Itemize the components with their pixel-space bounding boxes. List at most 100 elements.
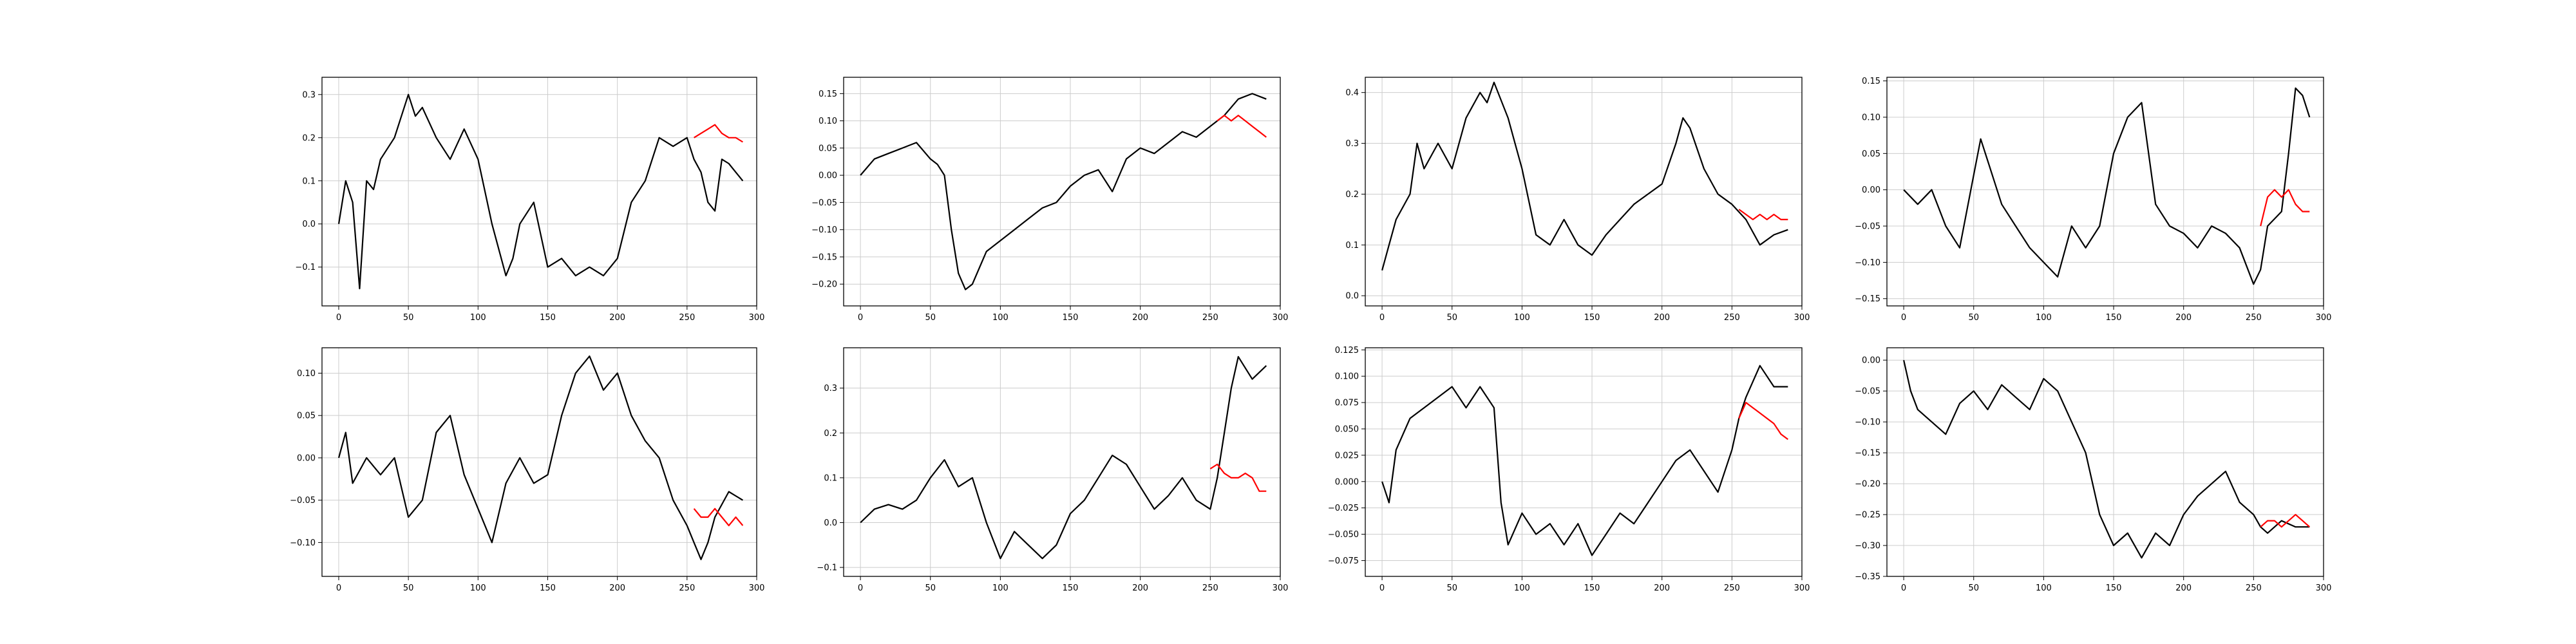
series-line-red: [1738, 401, 1788, 440]
y-tick-label: −0.10: [290, 538, 316, 548]
x-tick-label: 300: [749, 313, 765, 323]
y-tick-label: −0.05: [1855, 222, 1880, 232]
y-tick-label: 0.0: [1345, 292, 1359, 301]
x-tick-label: 100: [992, 313, 1009, 323]
series-line-red: [2260, 189, 2310, 227]
x-tick-label: 250: [2246, 583, 2262, 593]
y-tick-label: −0.050: [1328, 530, 1359, 540]
y-tick-label: 0.10: [819, 117, 837, 126]
series-line-red: [694, 124, 743, 143]
y-tick-label: 0.3: [824, 384, 837, 393]
chart-panel-1: 0 50 100 150 200 250 300 −0.1 0.0 0.1 0.2 0.3: [295, 77, 764, 323]
series-line-black: [860, 93, 1267, 290]
chart-panel-6: 0 50 100 150 200 250 300 −0.1 0.0 0.1 0.2 0.3: [817, 347, 1289, 593]
axes-frame: [321, 347, 757, 577]
y-tick-label: 0.4: [1345, 88, 1359, 98]
y-tick-label: 0.15: [1862, 77, 1880, 86]
axes-frame: [321, 77, 757, 307]
y-tick-label: −0.05: [811, 198, 837, 208]
x-tick-label: 200: [2175, 313, 2192, 323]
x-tick-label: 50: [1446, 583, 1457, 593]
series-line-red: [1217, 115, 1267, 138]
x-tick-label: 0: [858, 313, 863, 323]
y-tick-label: 0.00: [297, 453, 316, 463]
chart-panel-7: 0 50 100 150 200 250 300 −0.075 −0.050 −0.025 0.00…: [1328, 346, 1810, 593]
x-tick-label: 250: [679, 313, 695, 323]
x-tick-label: 0: [336, 583, 341, 593]
x-tick-label: 150: [2106, 583, 2122, 593]
y-tick-label: 0.05: [297, 412, 316, 421]
series-line-black: [860, 355, 1267, 560]
x-tick-label: 150: [540, 583, 556, 593]
x-tick-label: 200: [609, 313, 625, 323]
chart-panel-8: 0 50 100 150 200 250 300 −0.35 −0.30 −0.25 −0.20 −0…: [1855, 347, 2331, 593]
x-tick-label: 300: [2316, 313, 2332, 323]
axes-frame: [1886, 347, 2324, 577]
x-tick-label: 250: [1202, 583, 1218, 593]
x-tick-label: 50: [925, 583, 936, 593]
y-tick-label: 0.125: [1335, 346, 1359, 355]
y-tick-label: −0.30: [1855, 542, 1880, 551]
x-tick-label: 0: [1379, 313, 1385, 323]
chart-panel-3: 0 50 100 150 200 250 300 0.0 0.1 0.2 0.3 0.4: [1345, 77, 1810, 323]
y-tick-label: −0.1: [817, 564, 837, 573]
series-line-black: [337, 93, 744, 290]
x-tick-label: 100: [992, 583, 1009, 593]
chart-panel-2: 0 50 100 150 200 250 300 −0.20 −0.15 −0.10 −0.05 0.…: [811, 77, 1288, 323]
axes-frame: [1886, 77, 2324, 307]
y-tick-label: −0.25: [1855, 511, 1880, 520]
x-tick-label: 50: [1968, 583, 1979, 593]
x-tick-label: 200: [1132, 583, 1148, 593]
series-line-red: [1738, 209, 1788, 220]
x-tick-label: 250: [1724, 583, 1740, 593]
x-tick-label: 50: [1968, 313, 1979, 323]
x-tick-label: 200: [1654, 313, 1670, 323]
y-tick-label: 0.000: [1335, 477, 1359, 487]
y-tick-label: 0.1: [302, 176, 316, 186]
x-tick-label: 250: [2246, 313, 2262, 323]
y-tick-label: −0.1: [295, 263, 316, 272]
y-tick-label: −0.20: [811, 280, 837, 290]
series-line-red: [1209, 463, 1267, 492]
y-tick-label: −0.15: [1855, 449, 1880, 459]
x-tick-label: 50: [403, 313, 414, 323]
x-tick-label: 150: [1584, 313, 1600, 323]
axes-frame: [843, 77, 1281, 307]
chart-panel-4: 0 50 100 150 200 250 300 −0.15 −0.10 −0.05 0.00 0.0…: [1855, 77, 2331, 323]
y-tick-label: 0.050: [1335, 424, 1359, 434]
y-tick-label: −0.35: [1855, 573, 1880, 582]
x-tick-label: 100: [1514, 583, 1530, 593]
x-tick-label: 200: [1132, 313, 1148, 323]
y-tick-label: −0.05: [1855, 387, 1880, 397]
y-tick-label: 0.10: [1862, 113, 1880, 122]
x-tick-label: 250: [1724, 313, 1740, 323]
y-tick-label: −0.10: [1855, 258, 1880, 268]
y-tick-label: 0.00: [819, 171, 837, 181]
y-tick-label: 0.2: [1345, 190, 1359, 200]
chart-panel-5: 0 50 100 150 200 250 300 −0.10 −0.05 0.00 0.05 0.10: [290, 347, 764, 593]
y-tick-label: 0.3: [302, 90, 316, 100]
x-tick-label: 100: [2036, 583, 2052, 593]
x-tick-label: 300: [1273, 583, 1289, 593]
y-tick-label: 0.3: [1345, 139, 1359, 149]
x-tick-label: 50: [403, 583, 414, 593]
x-tick-label: 200: [1654, 583, 1670, 593]
x-tick-label: 200: [2175, 583, 2192, 593]
y-tick-label: 0.00: [1862, 185, 1880, 195]
x-tick-label: 300: [1794, 583, 1810, 593]
y-tick-label: 0.2: [824, 429, 837, 439]
x-tick-label: 250: [1202, 313, 1218, 323]
x-tick-label: 250: [679, 583, 695, 593]
x-tick-label: 150: [2106, 313, 2122, 323]
x-tick-label: 200: [609, 583, 625, 593]
y-tick-label: 0.025: [1335, 451, 1359, 460]
axes-frame: [1365, 77, 1803, 307]
y-tick-label: 0.00: [1862, 356, 1880, 366]
y-tick-label: 0.1: [824, 473, 837, 483]
y-tick-label: −0.15: [1855, 294, 1880, 304]
y-tick-label: 0.05: [819, 144, 837, 153]
x-tick-label: 100: [2036, 313, 2052, 323]
axes-frame: [843, 347, 1281, 577]
x-tick-label: 100: [470, 583, 486, 593]
